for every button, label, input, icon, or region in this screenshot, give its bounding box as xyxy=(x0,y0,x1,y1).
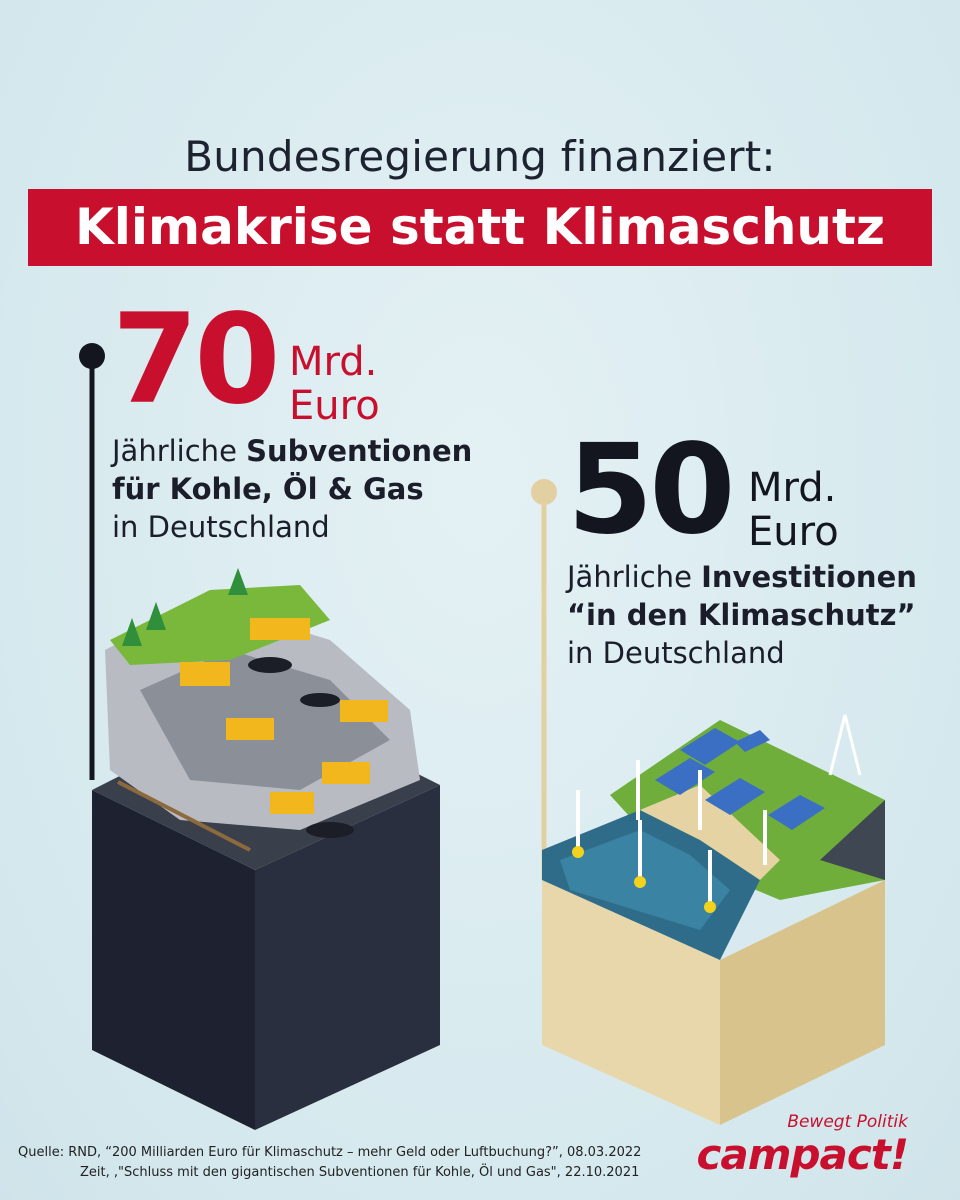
turbine-base xyxy=(634,876,646,888)
sand-beach xyxy=(640,785,780,880)
right-desc-line1: Jährliche Investitionen xyxy=(567,558,917,596)
coal-pile xyxy=(306,822,354,838)
tree xyxy=(122,618,142,646)
left-desc-prefix: Jährliche xyxy=(112,434,247,468)
solar-panel xyxy=(680,728,740,765)
coal-block-left-face xyxy=(92,790,255,1130)
right-unit: Mrd. Euro xyxy=(748,466,839,554)
hill-rock xyxy=(820,800,885,880)
coal-block-right-face xyxy=(255,785,440,1130)
power-pylon xyxy=(828,714,862,776)
source-line-1: Quelle: RND, “200 Milliarden Euro für Kl… xyxy=(18,1145,642,1160)
dump-truck xyxy=(226,718,274,740)
source-citation: Quelle: RND, “200 Milliarden Euro für Kl… xyxy=(18,1143,641,1183)
turbine-base xyxy=(572,846,584,858)
right-value: 50 xyxy=(567,418,736,562)
left-marker-dot xyxy=(79,343,105,369)
turbine-base xyxy=(704,901,716,913)
right-desc-prefix: Jährliche xyxy=(567,560,702,594)
left-desc-line3: in Deutschland xyxy=(112,510,330,544)
right-unit-line1: Mrd. xyxy=(748,465,837,511)
grass-top xyxy=(110,585,330,665)
coal-pile xyxy=(248,657,292,673)
left-desc-line2: für Kohle, Öl & Gas xyxy=(112,470,472,508)
left-desc-line1: Jährliche Subventionen xyxy=(112,432,472,470)
left-unit: Mrd. Euro xyxy=(289,340,380,428)
solar-panel xyxy=(655,758,715,795)
brand-tagline: Bewegt Politik xyxy=(787,1112,908,1132)
coal-pile xyxy=(300,693,340,707)
left-value: 70 xyxy=(112,288,281,432)
coal-mine-block xyxy=(92,568,440,1130)
sand-block-left-face xyxy=(542,880,720,1125)
left-unit-line1: Mrd. xyxy=(289,339,378,385)
right-marker-dot xyxy=(531,479,557,505)
campact-logo: campact! xyxy=(696,1130,909,1179)
rail-track xyxy=(117,780,251,852)
source-line-2: Zeit, ,"Schluss mit den gigantischen Sub… xyxy=(80,1165,640,1180)
solar-panel xyxy=(768,795,825,830)
left-unit-line2: Euro xyxy=(289,383,380,429)
title-banner: Klimakrise statt Klimaschutz xyxy=(28,189,932,266)
solar-panel xyxy=(705,778,765,815)
dump-truck xyxy=(322,762,370,784)
left-desc-bold1: Subventionen xyxy=(246,434,473,468)
sand-block-right-face xyxy=(720,880,885,1125)
right-description: Jährliche Investitionen “in den Klimasch… xyxy=(567,558,917,672)
dump-truck xyxy=(340,700,388,722)
right-unit-line2: Euro xyxy=(748,509,839,555)
banner-title: Klimakrise statt Klimaschutz xyxy=(74,198,886,256)
left-description: Jährliche Subventionen für Kohle, Öl & G… xyxy=(112,432,472,546)
right-desc-bold2: “in den Klimaschutz” xyxy=(567,598,916,632)
excavator xyxy=(180,662,230,686)
headline: Bundesregierung finanziert: xyxy=(184,132,776,181)
left-desc-bold2: für Kohle, Öl & Gas xyxy=(112,472,424,506)
solar-panel xyxy=(735,730,770,752)
right-desc-line3: in Deutschland xyxy=(567,636,785,670)
renewable-block xyxy=(542,714,885,1125)
right-desc-bold1: Investitionen xyxy=(701,560,917,594)
right-desc-line2: “in den Klimaschutz” xyxy=(567,596,917,634)
excavator xyxy=(250,618,310,640)
tree xyxy=(228,568,248,595)
excavator xyxy=(270,792,314,814)
tree xyxy=(146,602,166,630)
